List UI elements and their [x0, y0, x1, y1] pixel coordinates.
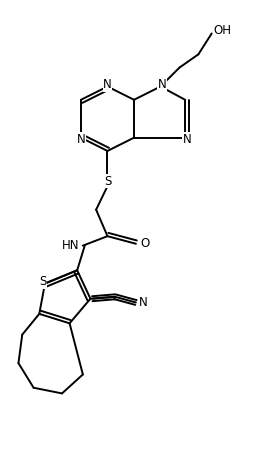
Text: N: N: [139, 296, 148, 309]
Text: HN: HN: [62, 239, 79, 252]
Text: N: N: [103, 78, 112, 91]
Text: N: N: [77, 133, 85, 146]
Text: N: N: [158, 78, 167, 91]
Text: S: S: [104, 175, 111, 188]
Text: N: N: [183, 133, 191, 146]
Text: O: O: [140, 237, 150, 250]
Text: OH: OH: [214, 24, 232, 37]
Text: S: S: [39, 275, 47, 288]
